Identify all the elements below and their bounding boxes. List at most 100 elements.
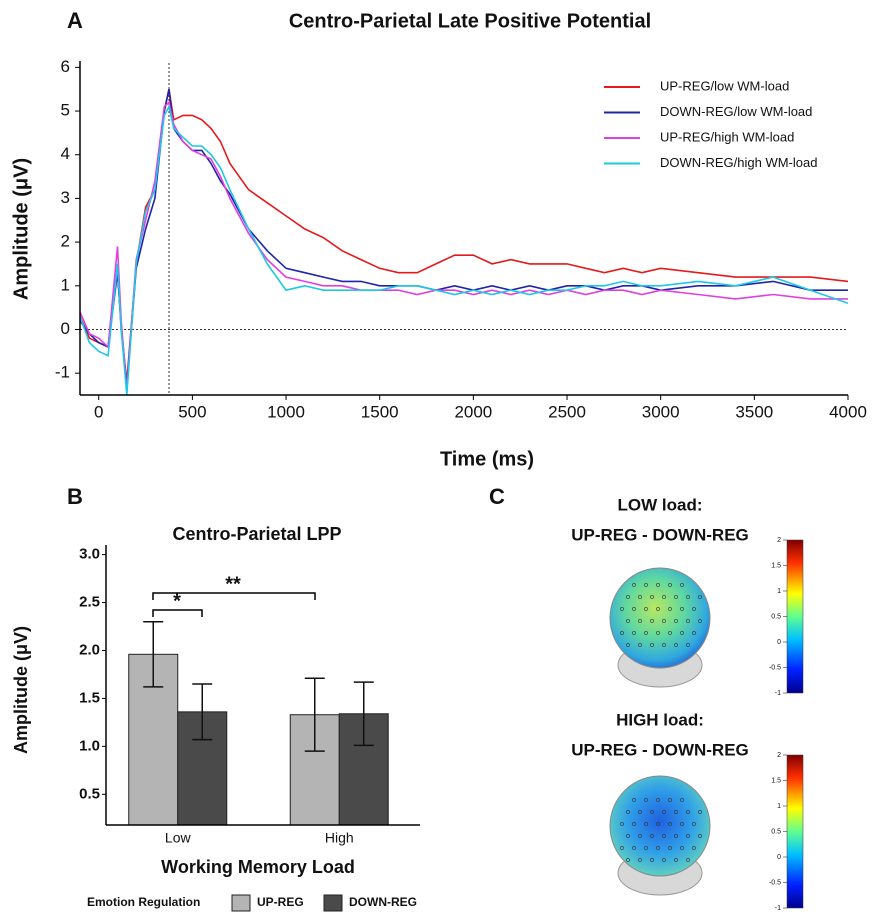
significance-label: * xyxy=(173,590,181,612)
electrode xyxy=(632,798,636,802)
map-title: LOW load: xyxy=(618,495,703,514)
legend-title: Emotion Regulation xyxy=(87,895,200,909)
electrode xyxy=(656,798,660,802)
x-tick-label: 500 xyxy=(178,402,206,421)
electrode xyxy=(662,595,666,599)
scalp-map xyxy=(609,567,711,669)
electrode xyxy=(668,798,672,802)
colorbar-tick-label: 0 xyxy=(777,854,781,861)
electrode xyxy=(692,846,696,850)
legend-label: UP-REG/high WM-load xyxy=(660,129,794,144)
chart-title: Centro-Parietal LPP xyxy=(172,524,341,544)
significance-label: ** xyxy=(225,573,241,595)
electrode xyxy=(626,834,630,838)
electrode xyxy=(674,619,678,623)
electrode xyxy=(644,607,648,611)
electrode xyxy=(638,810,642,814)
electrode xyxy=(698,810,702,814)
electrode xyxy=(656,631,660,635)
electrode xyxy=(650,834,654,838)
electrode xyxy=(680,846,684,850)
electrode xyxy=(632,822,636,826)
y-axis-label: Amplitude (μV) xyxy=(11,626,31,754)
electrode xyxy=(620,607,624,611)
y-tick-label: 0.5 xyxy=(79,785,100,802)
legend-label: UP-REG xyxy=(257,895,304,909)
error-bar xyxy=(304,677,325,752)
electrode xyxy=(698,619,702,623)
colorbar-tick-label: 1.5 xyxy=(771,562,781,569)
head-models xyxy=(609,567,711,896)
electrode xyxy=(644,822,648,826)
x-tick-label: 2500 xyxy=(548,402,586,421)
legend-label: DOWN-REG xyxy=(349,895,417,909)
electrode xyxy=(668,631,672,635)
legend-label: UP-REG/low WM-load xyxy=(660,78,789,93)
electrode xyxy=(668,822,672,826)
electrode xyxy=(680,798,684,802)
colorbar-tick-label: -1 xyxy=(775,905,781,912)
electrode xyxy=(620,631,624,635)
line-series xyxy=(79,89,848,387)
electrode xyxy=(650,619,654,623)
electrode xyxy=(620,846,624,850)
electrode xyxy=(680,583,684,587)
electrode xyxy=(638,619,642,623)
electrode xyxy=(686,595,690,599)
panel-letter: A xyxy=(67,8,83,33)
electrode xyxy=(632,607,636,611)
colorbar xyxy=(786,754,804,909)
electrode xyxy=(632,583,636,587)
electrode xyxy=(674,858,678,862)
electrode xyxy=(626,595,630,599)
electrode xyxy=(692,607,696,611)
electrode xyxy=(686,858,690,862)
electrode xyxy=(662,643,666,647)
map-title: UP-REG - DOWN-REG xyxy=(571,525,749,544)
legend-label: DOWN-REG/high WM-load xyxy=(660,155,817,170)
map-title: UP-REG - DOWN-REG xyxy=(571,740,749,759)
y-tick-label: 0 xyxy=(61,319,70,338)
y-tick-label: 1 xyxy=(61,275,70,294)
x-tick-label: 2000 xyxy=(454,402,492,421)
electrode xyxy=(626,643,630,647)
electrode xyxy=(662,619,666,623)
error-bar xyxy=(192,683,213,741)
chart-title: Centro-Parietal Late Positive Potential xyxy=(289,10,651,32)
legend-swatch xyxy=(231,894,251,912)
colorbar-tick-label: -0.5 xyxy=(769,664,781,671)
y-tick-label: -1 xyxy=(55,363,70,382)
y-tick-label: 1.0 xyxy=(79,737,100,754)
y-tick-label: 3 xyxy=(61,188,70,207)
electrode xyxy=(662,810,666,814)
y-axis-label: Amplitude (μV) xyxy=(10,158,32,300)
colorbar-tick-label: 2 xyxy=(777,537,781,544)
electrode xyxy=(644,846,648,850)
colorbar-tick-label: 0 xyxy=(777,639,781,646)
electrode xyxy=(698,834,702,838)
electrode xyxy=(674,643,678,647)
y-tick-label: 2.5 xyxy=(79,594,100,611)
electrode xyxy=(698,595,702,599)
x-tick-label: 3000 xyxy=(642,402,680,421)
electrode xyxy=(650,643,654,647)
x-tick-label: 0 xyxy=(94,402,103,421)
electrode xyxy=(638,643,642,647)
x-tick-label: 1500 xyxy=(361,402,399,421)
electrode xyxy=(638,595,642,599)
electrode xyxy=(662,834,666,838)
x-tick-label: 1000 xyxy=(267,402,305,421)
electrode xyxy=(656,583,660,587)
colorbar-tick-label: 0.5 xyxy=(771,828,781,835)
x-axis-label: Working Memory Load xyxy=(161,857,355,877)
y-tick-label: 1.5 xyxy=(79,689,100,706)
electrode xyxy=(668,607,672,611)
electrode xyxy=(680,631,684,635)
electrode xyxy=(674,834,678,838)
colorbar-tick-label: -0.5 xyxy=(769,879,781,886)
y-tick-label: 5 xyxy=(61,101,70,120)
electrode xyxy=(656,607,660,611)
electrode xyxy=(644,583,648,587)
electrode xyxy=(650,810,654,814)
